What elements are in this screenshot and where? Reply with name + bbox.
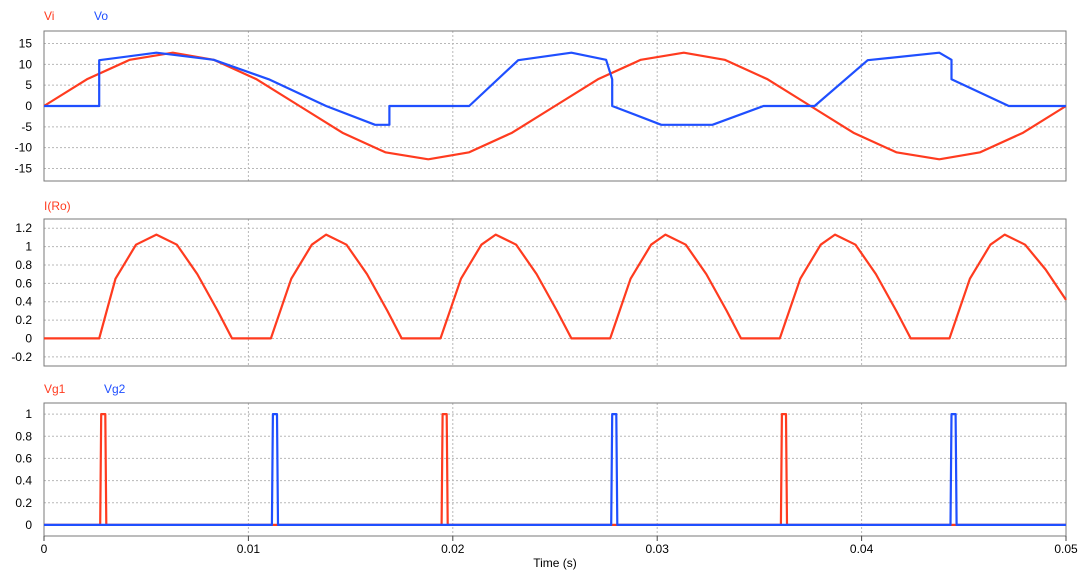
plot-frame [43,218,1067,367]
legend-vo: Vo [94,9,108,23]
series-vo [44,51,1066,126]
y-tick-label: 1 [25,240,32,254]
series-vg1 [44,413,1066,526]
y-tick-label: 10 [19,57,33,71]
y-tick-label: 0.6 [15,451,32,465]
y-tick-label: 0.4 [15,474,32,488]
y-tick-label: 0 [25,331,32,345]
y-tick-label: -5 [21,120,32,134]
plot-frame [43,402,1067,537]
y-tick-label: 15 [19,37,33,51]
legend-vi: Vi [44,9,54,23]
y-tick-label: -0.2 [11,350,32,364]
y-tick-label: -15 [15,162,33,176]
x-axis-label: Time (s) [533,556,577,570]
x-tick-label: 0.03 [646,542,670,556]
series-i-ro- [44,233,1067,340]
y-tick-label: -10 [15,141,33,155]
legend-vg2: Vg2 [104,382,126,396]
legend-i-ro-: I(Ro) [44,199,71,213]
series-vg2 [44,413,1066,526]
y-tick-label: 1.2 [15,221,32,235]
x-tick-label: 0 [41,542,48,556]
y-tick-label: 0.2 [15,313,32,327]
y-tick-label: 0.4 [15,295,32,309]
legend-vg1: Vg1 [44,382,66,396]
x-tick-label: 0.02 [441,542,465,556]
x-tick-label: 0.05 [1054,542,1078,556]
x-tick-label: 0.01 [237,542,261,556]
y-tick-label: 0.6 [15,276,32,290]
y-tick-label: 1 [25,407,32,421]
y-tick-label: 5 [25,78,32,92]
x-tick-label: 0.04 [850,542,874,556]
y-tick-label: 0.2 [15,496,32,510]
y-tick-label: 0 [25,518,32,532]
y-tick-label: 0 [25,99,32,113]
y-tick-label: 0.8 [15,429,32,443]
y-tick-label: 0.8 [15,258,32,272]
